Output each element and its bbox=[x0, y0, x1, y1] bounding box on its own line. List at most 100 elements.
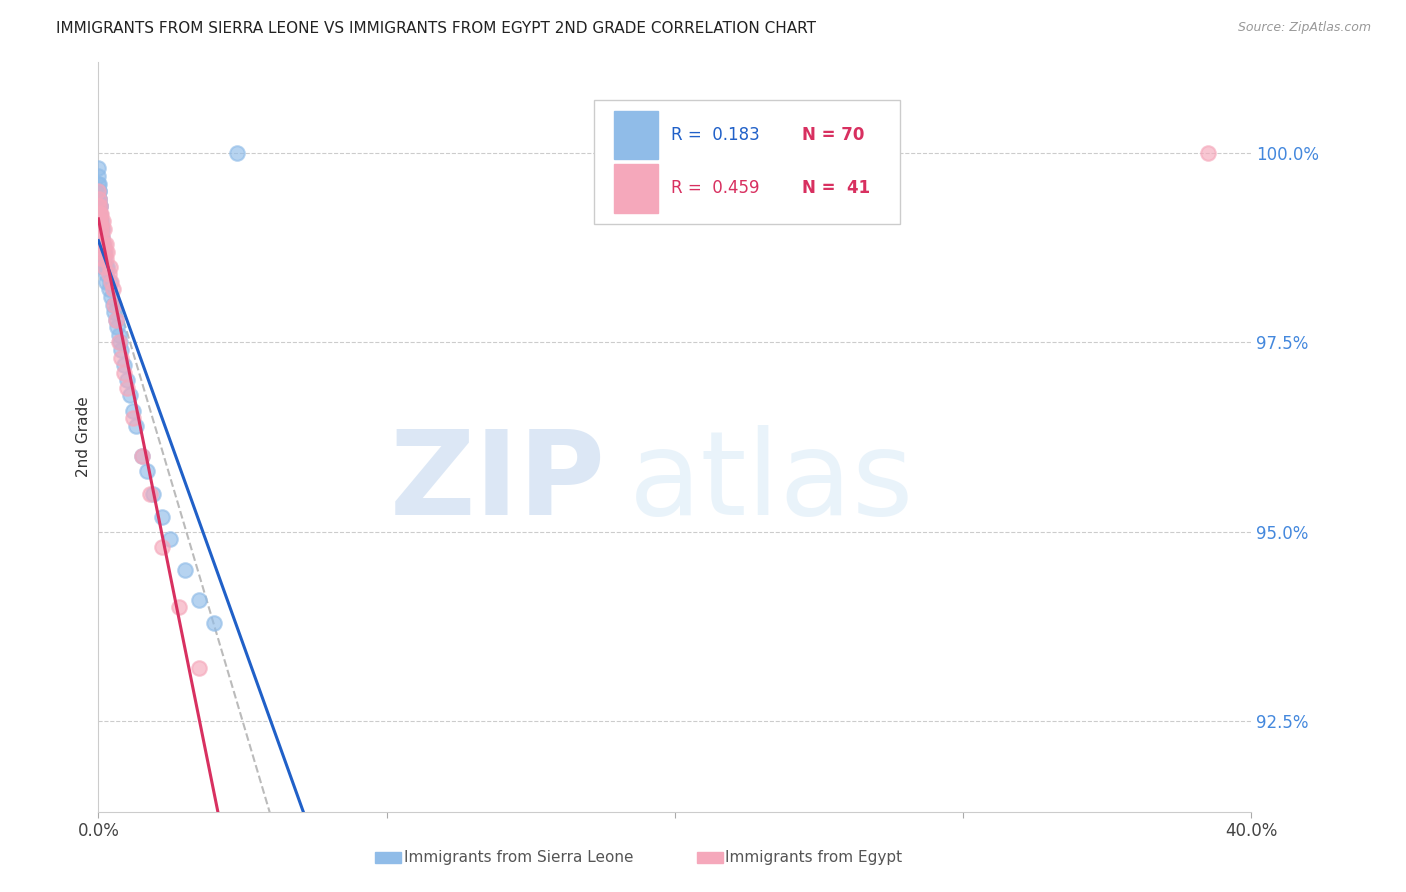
Point bbox=[90, 229, 112, 244]
Y-axis label: 2nd Grade: 2nd Grade bbox=[76, 397, 91, 477]
Point bbox=[96, 275, 118, 289]
Point bbox=[89, 207, 111, 221]
Point bbox=[90, 222, 112, 236]
Point bbox=[90, 214, 112, 228]
Point bbox=[105, 320, 128, 334]
Point bbox=[225, 146, 247, 161]
Point bbox=[91, 237, 114, 252]
Point bbox=[94, 268, 117, 282]
Point bbox=[89, 214, 111, 228]
Point bbox=[1197, 146, 1219, 161]
Point bbox=[97, 268, 120, 282]
Point bbox=[89, 207, 111, 221]
Point bbox=[89, 214, 111, 228]
Point bbox=[117, 381, 138, 395]
Point bbox=[107, 327, 129, 342]
Point bbox=[89, 199, 111, 213]
Text: Immigrants from Egypt: Immigrants from Egypt bbox=[725, 850, 903, 864]
Point bbox=[87, 214, 110, 228]
Point bbox=[89, 207, 111, 221]
FancyBboxPatch shape bbox=[614, 164, 658, 213]
Point bbox=[98, 260, 121, 274]
Point bbox=[89, 222, 111, 236]
Point bbox=[112, 366, 135, 380]
Point bbox=[91, 244, 114, 259]
Point bbox=[87, 199, 110, 213]
Point bbox=[131, 449, 153, 463]
Point bbox=[90, 222, 112, 236]
Point bbox=[87, 229, 110, 244]
Point bbox=[122, 411, 145, 425]
Point bbox=[103, 298, 125, 312]
Point bbox=[87, 169, 110, 183]
Point bbox=[90, 237, 112, 252]
Text: R =  0.183: R = 0.183 bbox=[672, 126, 761, 144]
Point bbox=[91, 229, 114, 244]
Point bbox=[91, 260, 114, 274]
Point bbox=[90, 237, 112, 252]
Point bbox=[131, 449, 153, 463]
Point bbox=[87, 237, 110, 252]
Point bbox=[91, 252, 114, 267]
Point bbox=[87, 184, 110, 198]
Text: IMMIGRANTS FROM SIERRA LEONE VS IMMIGRANTS FROM EGYPT 2ND GRADE CORRELATION CHAR: IMMIGRANTS FROM SIERRA LEONE VS IMMIGRAN… bbox=[56, 21, 817, 37]
Point bbox=[87, 192, 110, 206]
Point bbox=[94, 260, 117, 274]
Point bbox=[103, 305, 125, 319]
Text: N = 70: N = 70 bbox=[801, 126, 865, 144]
Point bbox=[167, 600, 190, 615]
Point bbox=[89, 214, 111, 228]
Point bbox=[93, 237, 115, 252]
Point bbox=[150, 540, 173, 554]
Point bbox=[98, 275, 121, 289]
Point bbox=[97, 283, 120, 297]
Point bbox=[87, 199, 110, 213]
Point bbox=[110, 351, 132, 365]
Point bbox=[93, 252, 115, 267]
Point bbox=[89, 214, 111, 228]
Point bbox=[93, 222, 115, 236]
Point bbox=[117, 373, 138, 387]
Point bbox=[188, 592, 211, 607]
Point bbox=[87, 222, 110, 236]
Point bbox=[89, 199, 111, 213]
Point bbox=[89, 192, 111, 206]
Text: ZIP: ZIP bbox=[389, 425, 606, 540]
Point bbox=[87, 244, 110, 259]
Point bbox=[87, 177, 110, 191]
Point bbox=[188, 661, 211, 675]
Point bbox=[202, 615, 225, 630]
Point bbox=[94, 237, 117, 252]
Point bbox=[90, 229, 112, 244]
Point bbox=[87, 214, 110, 228]
FancyBboxPatch shape bbox=[595, 100, 900, 224]
Point bbox=[90, 237, 112, 252]
Point bbox=[110, 343, 132, 357]
Point bbox=[87, 207, 110, 221]
Point bbox=[90, 237, 112, 252]
Point bbox=[108, 335, 131, 350]
Point bbox=[91, 214, 114, 228]
Point bbox=[101, 283, 124, 297]
Point bbox=[87, 192, 110, 206]
Point bbox=[89, 207, 111, 221]
Point bbox=[100, 275, 122, 289]
Point bbox=[101, 298, 124, 312]
Point bbox=[96, 260, 118, 274]
Point bbox=[91, 244, 114, 259]
Point bbox=[136, 464, 159, 478]
Point bbox=[100, 290, 122, 304]
Point bbox=[87, 177, 110, 191]
Text: Immigrants from Sierra Leone: Immigrants from Sierra Leone bbox=[404, 850, 633, 864]
Text: N =  41: N = 41 bbox=[801, 179, 870, 197]
Point bbox=[139, 487, 162, 501]
Point bbox=[90, 207, 112, 221]
Point bbox=[159, 533, 181, 547]
Point bbox=[120, 388, 142, 402]
Point bbox=[89, 229, 111, 244]
Point bbox=[96, 244, 118, 259]
Point bbox=[87, 252, 110, 267]
Point bbox=[89, 199, 111, 213]
Point bbox=[96, 252, 118, 267]
Point bbox=[112, 358, 135, 372]
